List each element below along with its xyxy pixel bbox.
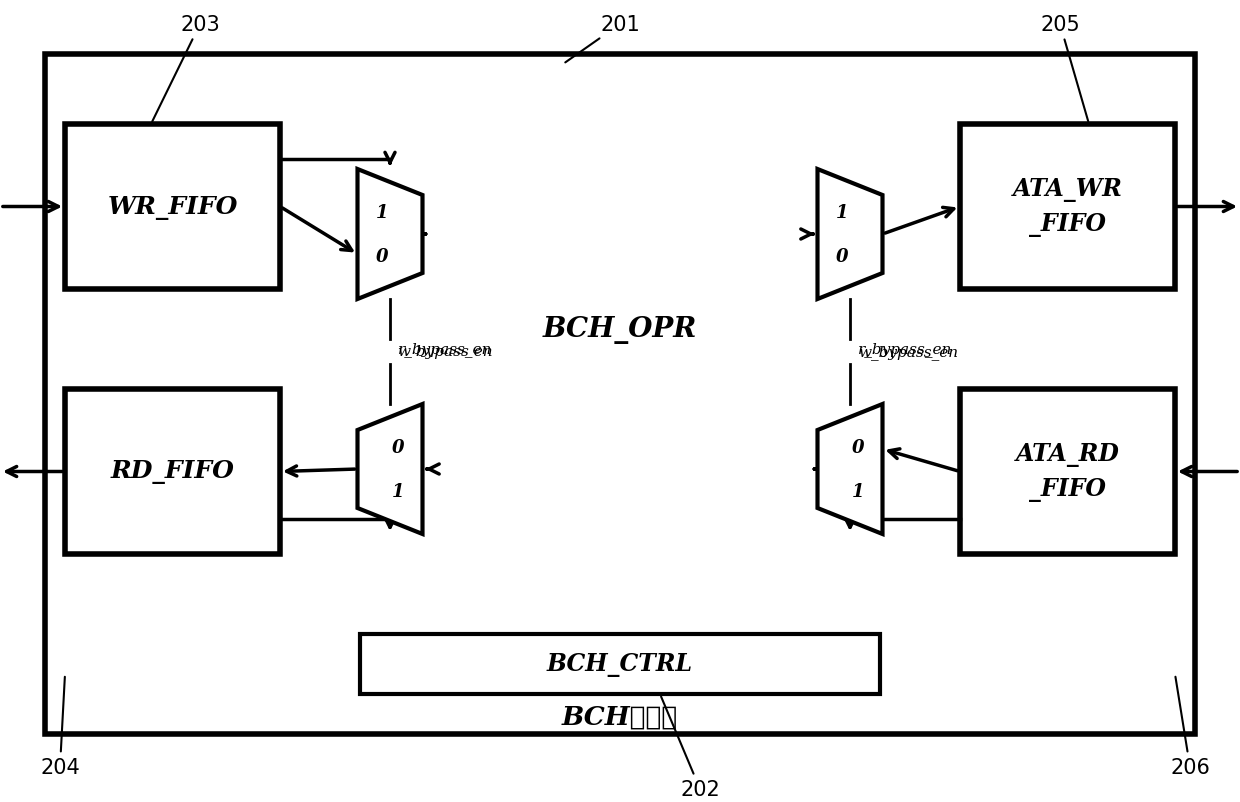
Text: 205: 205 (1040, 15, 1089, 122)
Bar (64, 390, 280, 554)
Polygon shape (817, 404, 883, 534)
Text: 202: 202 (661, 697, 720, 799)
Bar (360, 634, 880, 695)
Text: 0: 0 (852, 439, 864, 456)
Text: RD_FIFO: RD_FIFO (110, 460, 234, 484)
Text: ATA_WR
_FIFO: ATA_WR _FIFO (1013, 178, 1122, 237)
Bar (960, 125, 1176, 290)
Text: WR_FIFO: WR_FIFO (108, 195, 238, 219)
Text: ATA_RD
_FIFO: ATA_RD _FIFO (1016, 443, 1120, 501)
Text: 1: 1 (836, 204, 848, 221)
Bar (430, 65, 810, 594)
Text: 0: 0 (392, 439, 404, 456)
Bar (45, 55, 1195, 734)
Text: BCH子模块: BCH子模块 (562, 703, 678, 728)
Text: 206: 206 (1171, 677, 1210, 777)
Text: 204: 204 (40, 677, 79, 777)
Text: w bypass en: w bypass en (398, 345, 492, 358)
Text: 1: 1 (376, 204, 388, 221)
Text: r_bypass_en: r_bypass_en (858, 342, 952, 357)
Text: BCH_OPR: BCH_OPR (543, 316, 697, 343)
Text: 1: 1 (392, 482, 404, 500)
Text: 201: 201 (565, 15, 640, 63)
Polygon shape (817, 170, 883, 300)
Bar (960, 390, 1176, 554)
Text: w_bypass_en: w_bypass_en (858, 345, 959, 359)
Text: 0: 0 (836, 248, 848, 265)
Text: 1: 1 (852, 482, 864, 500)
Text: r_bypass_en: r_bypass_en (398, 342, 492, 357)
Polygon shape (357, 170, 423, 300)
Polygon shape (357, 404, 423, 534)
Text: 0: 0 (376, 248, 388, 265)
Bar (64, 125, 280, 290)
Text: 203: 203 (153, 15, 219, 123)
Text: BCH_CTRL: BCH_CTRL (547, 652, 693, 676)
